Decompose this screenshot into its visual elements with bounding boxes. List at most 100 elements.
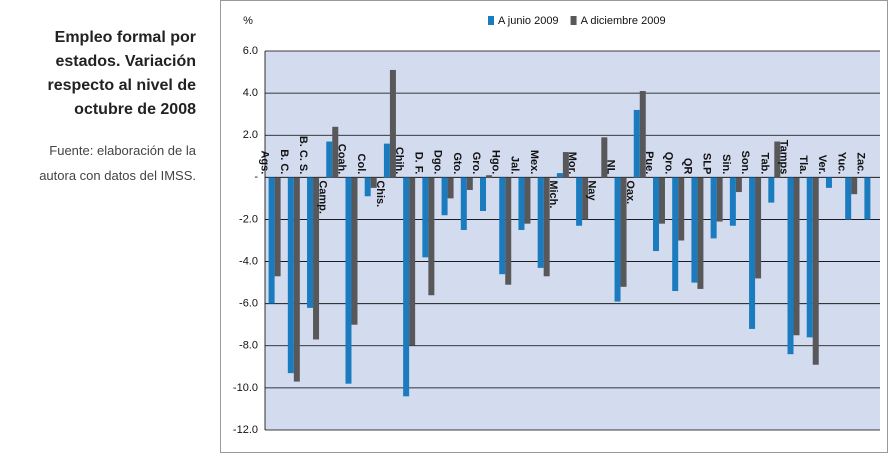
bar <box>537 177 544 268</box>
bar <box>735 177 742 193</box>
x-tick-label: Mor. <box>566 152 578 175</box>
bar <box>518 177 525 230</box>
bar <box>691 177 698 283</box>
source-line: autora con datos del IMSS. <box>39 168 196 183</box>
bar <box>499 177 506 275</box>
bar <box>678 177 685 241</box>
bar <box>403 177 410 397</box>
x-tick-label: QR <box>682 158 694 175</box>
bar <box>486 175 493 178</box>
bar <box>556 173 563 178</box>
x-tick-label: Gro. <box>470 152 482 175</box>
y-tick-label: 4.0 <box>243 87 258 99</box>
bar <box>307 177 314 308</box>
bar <box>697 177 704 289</box>
bar <box>383 143 390 178</box>
bar <box>480 177 487 212</box>
bar <box>633 109 640 178</box>
x-tick-label: Mex. <box>528 150 540 174</box>
x-tick-label: Ags. <box>259 150 271 174</box>
bar <box>672 177 679 292</box>
x-tick-label: Qro. <box>662 152 674 175</box>
title-line: Empleo formal por <box>54 29 196 46</box>
y-axis-label: % <box>243 15 253 27</box>
x-tick-label: Ver. <box>816 155 828 175</box>
bar <box>287 177 294 374</box>
bar <box>274 177 281 277</box>
legend-swatch <box>570 16 577 25</box>
bar <box>614 177 621 302</box>
bar <box>351 177 358 325</box>
x-tick-label: NL <box>605 160 617 175</box>
legend-label: A junio 2009 <box>498 15 559 27</box>
x-tick-label: D. F. <box>412 152 424 175</box>
source-block: Fuente: elaboración de la autora con dato… <box>0 138 196 188</box>
bar <box>749 177 756 329</box>
title-line: octubre de 2008 <box>74 101 196 118</box>
y-tick-label: -12.0 <box>233 424 258 436</box>
bar <box>326 141 333 178</box>
x-tick-label: Chih. <box>393 147 405 175</box>
x-tick-label: B. C. S. <box>297 136 309 175</box>
x-tick-label: Pue. <box>643 151 655 174</box>
bar <box>428 177 435 296</box>
bar <box>620 177 627 287</box>
bar <box>582 177 589 220</box>
y-tick-label: -2.0 <box>239 213 258 225</box>
title-block: Empleo formal por estados. Variación respe… <box>0 26 196 122</box>
x-tick-label: Camp. <box>316 180 328 214</box>
y-tick-label: -10.0 <box>233 382 258 394</box>
bar <box>716 177 723 222</box>
bar <box>652 177 659 252</box>
x-tick-label: B. C. <box>278 149 290 174</box>
y-tick-label: - <box>254 171 258 183</box>
x-tick-label: Oax. <box>624 180 636 204</box>
x-tick-label: Tla. <box>797 155 809 174</box>
bar <box>460 177 467 230</box>
bar <box>422 177 429 258</box>
x-tick-label: Nay <box>585 180 597 201</box>
x-tick-label: Gto. <box>451 152 463 174</box>
x-tick-label: Col. <box>355 154 367 175</box>
bar <box>755 177 762 279</box>
bar <box>658 177 665 224</box>
legend-label: A diciembre 2009 <box>581 15 666 27</box>
side-text: Empleo formal por estados. Variación respe… <box>0 0 196 188</box>
y-tick-label: 6.0 <box>243 45 258 57</box>
bar <box>409 177 416 346</box>
x-tick-label: Tamps <box>778 140 790 175</box>
bar <box>345 177 352 384</box>
bar <box>543 177 550 277</box>
bar <box>851 177 858 195</box>
bar <box>576 177 583 226</box>
y-tick-label: -6.0 <box>239 298 258 310</box>
plot-area <box>265 51 880 430</box>
bar <box>524 177 531 224</box>
bar <box>293 177 300 382</box>
bar <box>768 177 775 203</box>
bar <box>710 177 717 239</box>
bar <box>774 141 781 178</box>
x-tick-label: Yuc. <box>835 152 847 175</box>
bar <box>825 177 832 188</box>
x-tick-label: Dgo. <box>432 150 444 174</box>
x-tick-label: Coah. <box>336 144 348 175</box>
bar <box>332 126 339 178</box>
bar <box>601 137 608 178</box>
legend-swatch <box>488 16 494 25</box>
bar <box>806 177 813 338</box>
y-tick-label: -8.0 <box>239 340 258 352</box>
bar <box>447 177 454 199</box>
bar <box>812 177 819 365</box>
bar <box>729 177 736 226</box>
y-tick-label: -4.0 <box>239 255 258 267</box>
bar <box>370 177 377 188</box>
x-tick-label: Mich. <box>547 180 559 208</box>
bar <box>268 177 275 304</box>
title-line: respecto al nivel de <box>47 77 196 94</box>
x-tick-label: Son. <box>739 150 751 174</box>
bar <box>787 177 794 355</box>
bar <box>313 177 320 340</box>
